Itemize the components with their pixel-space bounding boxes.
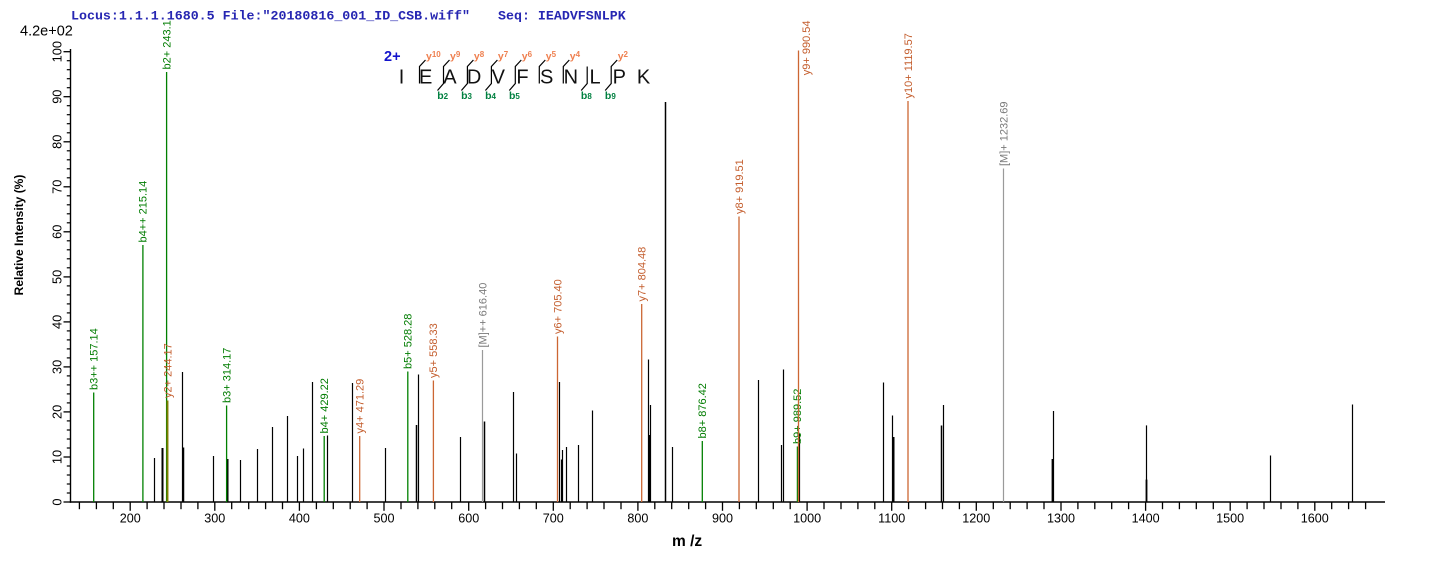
svg-text:V: V <box>492 67 506 89</box>
svg-text:Seq: IEADVFSNLPK: Seq: IEADVFSNLPK <box>498 9 626 24</box>
svg-text:P: P <box>613 67 626 89</box>
svg-text:y9: y9 <box>450 50 461 63</box>
svg-text:b3++ 157.14: b3++ 157.14 <box>89 328 101 390</box>
svg-text:80: 80 <box>50 135 65 149</box>
svg-text:1400: 1400 <box>1132 512 1160 526</box>
svg-text:b3: b3 <box>461 90 472 102</box>
svg-text:b4++ 215.14: b4++ 215.14 <box>138 181 150 243</box>
svg-text:Locus:1.1.1.1680.5 File:"20180: Locus:1.1.1.1680.5 File:"20180816_001_ID… <box>71 9 470 24</box>
svg-text:y2+ 244.17: y2+ 244.17 <box>162 343 174 398</box>
svg-text:400: 400 <box>289 512 310 526</box>
svg-text:L: L <box>590 67 601 89</box>
svg-text:100: 100 <box>50 41 65 62</box>
svg-text:800: 800 <box>627 512 648 526</box>
svg-text:I: I <box>399 67 405 89</box>
svg-text:b8: b8 <box>581 90 592 102</box>
svg-text:y6+ 705.40: y6+ 705.40 <box>552 279 564 334</box>
svg-text:y9+ 990.54: y9+ 990.54 <box>801 20 813 75</box>
svg-text:A: A <box>443 67 457 89</box>
svg-text:D: D <box>467 67 481 89</box>
svg-text:b2+ 243.1: b2+ 243.1 <box>161 20 173 69</box>
svg-text:[M]++ 616.40: [M]++ 616.40 <box>477 283 489 348</box>
svg-text:1100: 1100 <box>878 512 905 526</box>
svg-text:y10+ 1119.57: y10+ 1119.57 <box>903 33 915 98</box>
svg-text:y4: y4 <box>570 50 581 63</box>
svg-text:E: E <box>419 67 432 89</box>
svg-text:60: 60 <box>50 225 65 239</box>
svg-text:50: 50 <box>50 270 65 284</box>
svg-text:F: F <box>516 67 528 89</box>
svg-text:b5+ 528.28: b5+ 528.28 <box>403 314 415 369</box>
svg-text:y4+ 471.29: y4+ 471.29 <box>355 379 367 434</box>
svg-text:600: 600 <box>458 512 479 526</box>
svg-text:1000: 1000 <box>793 512 821 526</box>
svg-text:b4+ 429.22: b4+ 429.22 <box>319 378 331 433</box>
svg-text:b9: b9 <box>605 90 616 102</box>
svg-text:b3+ 314.17: b3+ 314.17 <box>221 348 233 403</box>
svg-text:40: 40 <box>50 315 65 329</box>
svg-text:y8+ 919.51: y8+ 919.51 <box>734 159 746 214</box>
svg-text:y8: y8 <box>474 50 485 63</box>
svg-text:y6: y6 <box>522 50 533 63</box>
svg-text:y7: y7 <box>498 50 509 63</box>
svg-text:30: 30 <box>50 360 65 374</box>
svg-text:b2: b2 <box>437 90 448 102</box>
svg-text:y5: y5 <box>546 50 557 63</box>
svg-text:S: S <box>540 67 553 89</box>
svg-text:70: 70 <box>50 180 65 194</box>
svg-text:900: 900 <box>712 512 733 526</box>
svg-text:N: N <box>564 67 578 89</box>
svg-text:4.2e+02: 4.2e+02 <box>20 24 73 40</box>
svg-text:1200: 1200 <box>962 512 990 526</box>
svg-text:500: 500 <box>373 512 394 526</box>
svg-text:Relative Intensity (%): Relative Intensity (%) <box>12 175 26 296</box>
svg-text:m /z: m /z <box>672 533 702 550</box>
svg-text:1600: 1600 <box>1301 512 1329 526</box>
svg-text:90: 90 <box>50 90 65 104</box>
svg-text:K: K <box>637 67 651 89</box>
svg-text:300: 300 <box>204 512 225 526</box>
svg-text:b8+ 876.42: b8+ 876.42 <box>697 383 709 438</box>
svg-text:1300: 1300 <box>1047 512 1075 526</box>
svg-text:y5+ 558.33: y5+ 558.33 <box>428 323 440 378</box>
svg-text:0: 0 <box>50 498 65 505</box>
svg-text:b5: b5 <box>509 90 520 102</box>
svg-text:1500: 1500 <box>1216 512 1244 526</box>
svg-text:y2: y2 <box>618 50 629 63</box>
svg-text:200: 200 <box>120 512 141 526</box>
svg-text:10: 10 <box>50 450 65 464</box>
svg-text:20: 20 <box>50 405 65 419</box>
svg-text:2+: 2+ <box>384 49 401 65</box>
svg-text:b4: b4 <box>485 90 496 102</box>
svg-text:700: 700 <box>543 512 564 526</box>
svg-text:y7+ 804.48: y7+ 804.48 <box>637 247 649 302</box>
svg-text:[M]+ 1232.69: [M]+ 1232.69 <box>998 101 1010 166</box>
